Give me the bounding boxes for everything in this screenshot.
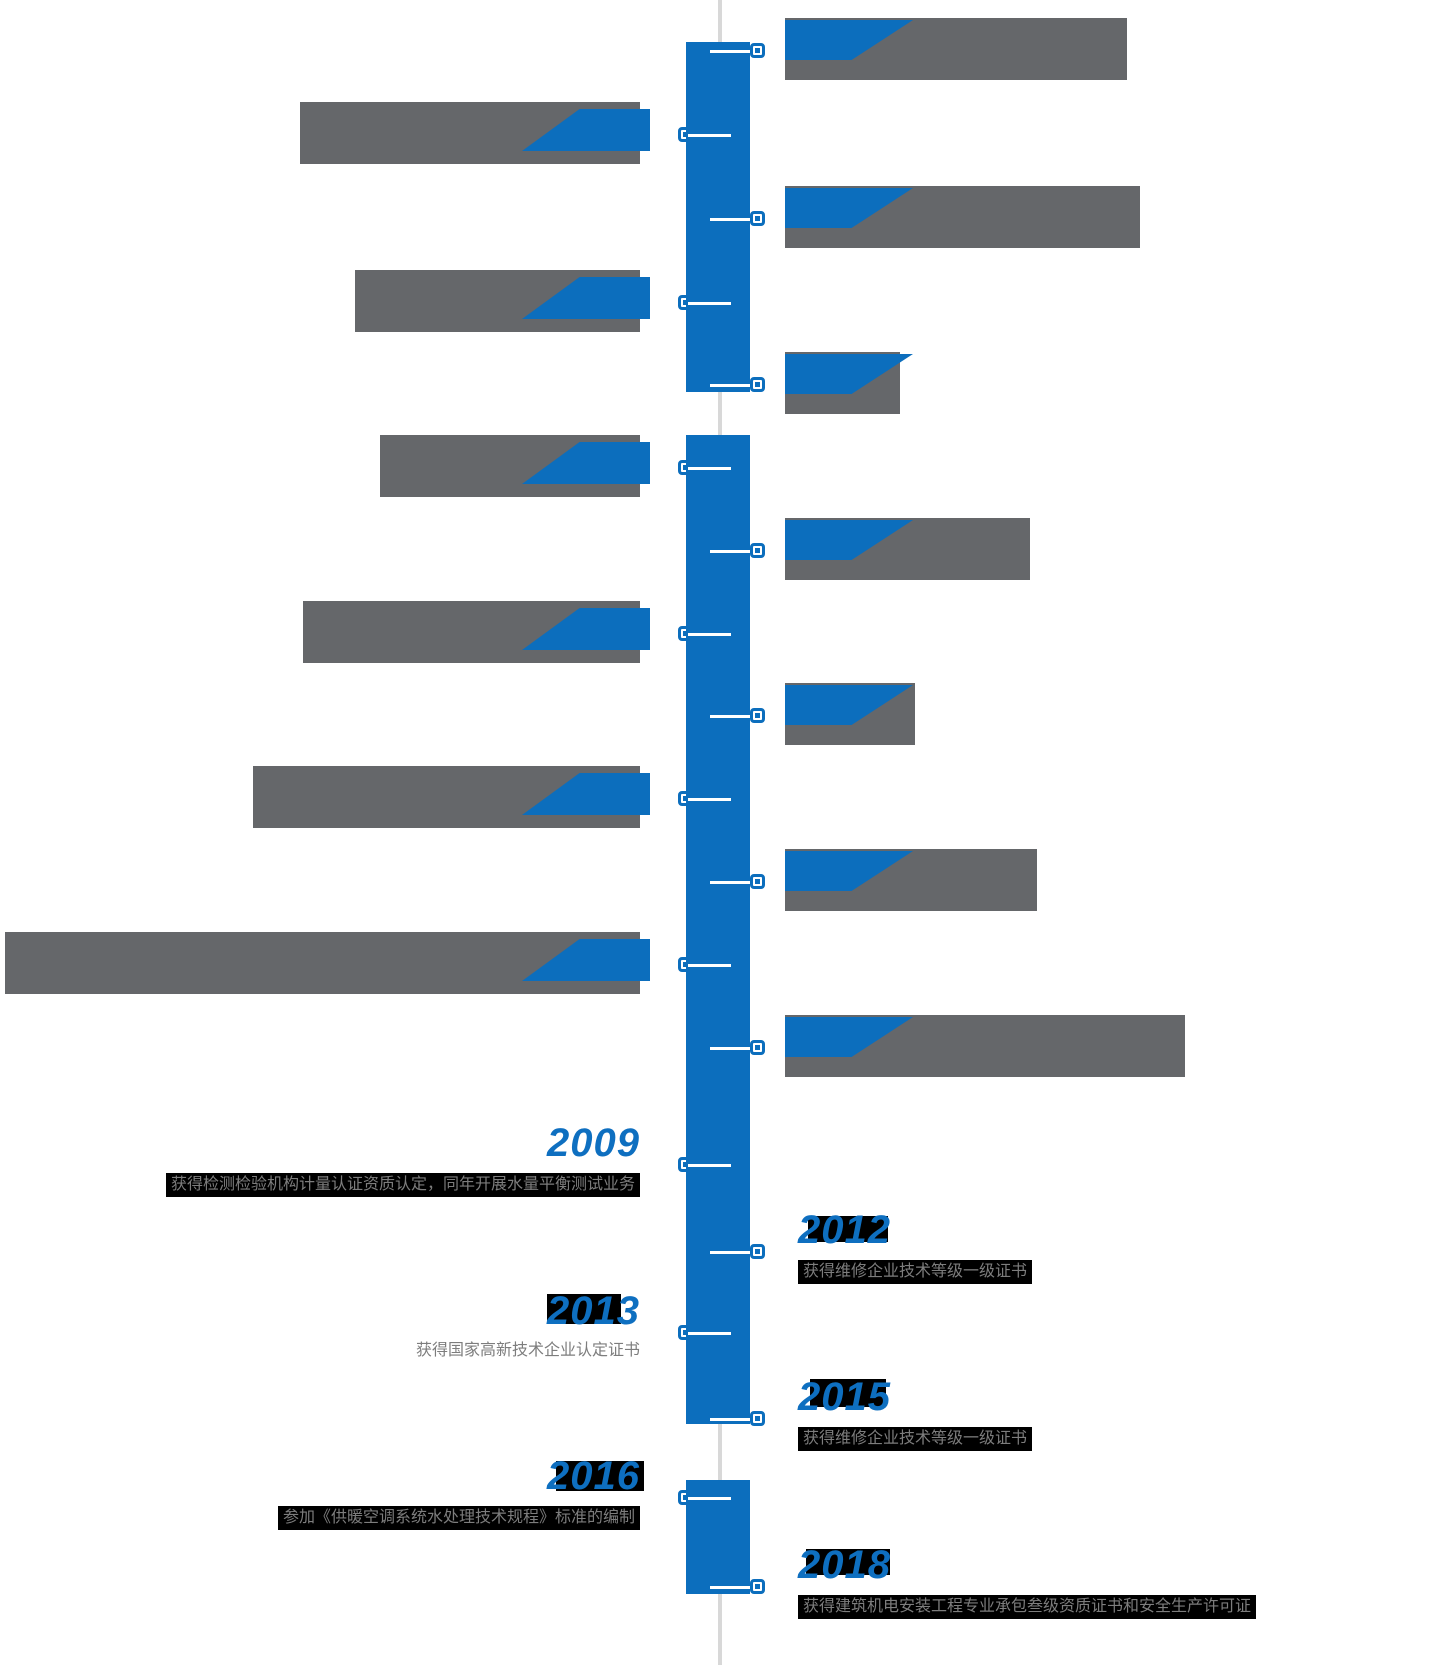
- timeline-node-icon[interactable]: [750, 1411, 765, 1426]
- timeline-node-dot: [755, 1045, 760, 1050]
- timeline-node-dot: [755, 48, 760, 53]
- timeline-node-dot: [755, 879, 760, 884]
- year-highlight-box: [806, 1549, 890, 1575]
- timeline-node-dot: [683, 1162, 688, 1167]
- year-label: 2009: [547, 1121, 640, 1165]
- timeline-node-dot: [755, 713, 760, 718]
- timeline-node-dot: [755, 548, 760, 553]
- timeline-node-icon[interactable]: [750, 543, 765, 558]
- timeline-node-icon[interactable]: [750, 1040, 765, 1055]
- timeline-node-icon[interactable]: [750, 708, 765, 723]
- timeline-node-dot: [755, 1416, 760, 1421]
- item-description: 获得建筑机电安装工程专业承包叁级资质证书和安全生产许可证: [798, 1595, 1257, 1619]
- timeline-tick: [688, 1164, 731, 1167]
- timeline-node-dot: [683, 631, 688, 636]
- timeline-node-dot: [755, 1249, 760, 1254]
- timeline-tick: [710, 550, 752, 553]
- item-description: 获得检测检验机构计量认证资质认定，同年开展水量平衡测试业务: [165, 1173, 640, 1197]
- timeline-tick: [688, 798, 731, 801]
- timeline-node-dot: [683, 132, 688, 137]
- timeline-tick: [710, 1251, 752, 1254]
- timeline-node-icon[interactable]: [750, 1244, 765, 1259]
- year-label: 2015: [798, 1375, 891, 1419]
- timeline-node-dot: [755, 382, 760, 387]
- timeline-tick: [688, 302, 731, 305]
- timeline-tick: [688, 467, 731, 470]
- timeline-node-dot: [755, 1584, 760, 1589]
- item-description: 获得维修企业技术等级一级证书: [798, 1427, 1033, 1451]
- timeline-tick: [688, 964, 731, 967]
- timeline-tick: [710, 50, 752, 53]
- year-label: 2018: [798, 1543, 891, 1587]
- year-label: 2012: [798, 1208, 891, 1252]
- timeline-bar-segment: [686, 435, 750, 1424]
- timeline-node-icon[interactable]: [750, 377, 765, 392]
- timeline-tick: [688, 633, 731, 636]
- reveal-cover-bar: [5, 932, 640, 994]
- timeline-tick: [710, 881, 752, 884]
- timeline-node-dot: [683, 796, 688, 801]
- timeline-tick: [710, 715, 752, 718]
- year-label: 2013: [547, 1289, 640, 1333]
- timeline-node-dot: [683, 1495, 688, 1500]
- timeline-tick: [710, 1418, 752, 1421]
- timeline-tick: [688, 1332, 731, 1335]
- year-highlight-box: [808, 1216, 888, 1242]
- timeline-tick: [710, 1047, 752, 1050]
- item-description: 获得国家高新技术企业认定证书: [415, 1342, 640, 1359]
- timeline-node-dot: [683, 465, 688, 470]
- timeline-node-icon[interactable]: [750, 1579, 765, 1594]
- year-highlight-box: [547, 1294, 621, 1324]
- timeline-bar-segment: [686, 42, 750, 392]
- item-description: 获得维修企业技术等级一级证书: [798, 1260, 1033, 1284]
- timeline-node-icon[interactable]: [750, 874, 765, 889]
- timeline-tick: [688, 134, 731, 137]
- timeline-tick: [710, 1586, 752, 1589]
- item-description: 参加《供暖空调系统水处理技术规程》标准的编制: [277, 1506, 640, 1530]
- timeline-tick: [710, 218, 752, 221]
- timeline-node-dot: [683, 300, 688, 305]
- timeline-node-dot: [755, 216, 760, 221]
- year-label: 2016: [547, 1454, 640, 1498]
- timeline-node-icon[interactable]: [750, 211, 765, 226]
- timeline-tick: [688, 1497, 731, 1500]
- year-highlight-box: [810, 1379, 886, 1407]
- timeline-node-dot: [683, 1330, 688, 1335]
- timeline-node-dot: [683, 962, 688, 967]
- year-highlight-box: [556, 1461, 644, 1491]
- timeline-tick: [710, 384, 752, 387]
- timeline-node-icon[interactable]: [750, 43, 765, 58]
